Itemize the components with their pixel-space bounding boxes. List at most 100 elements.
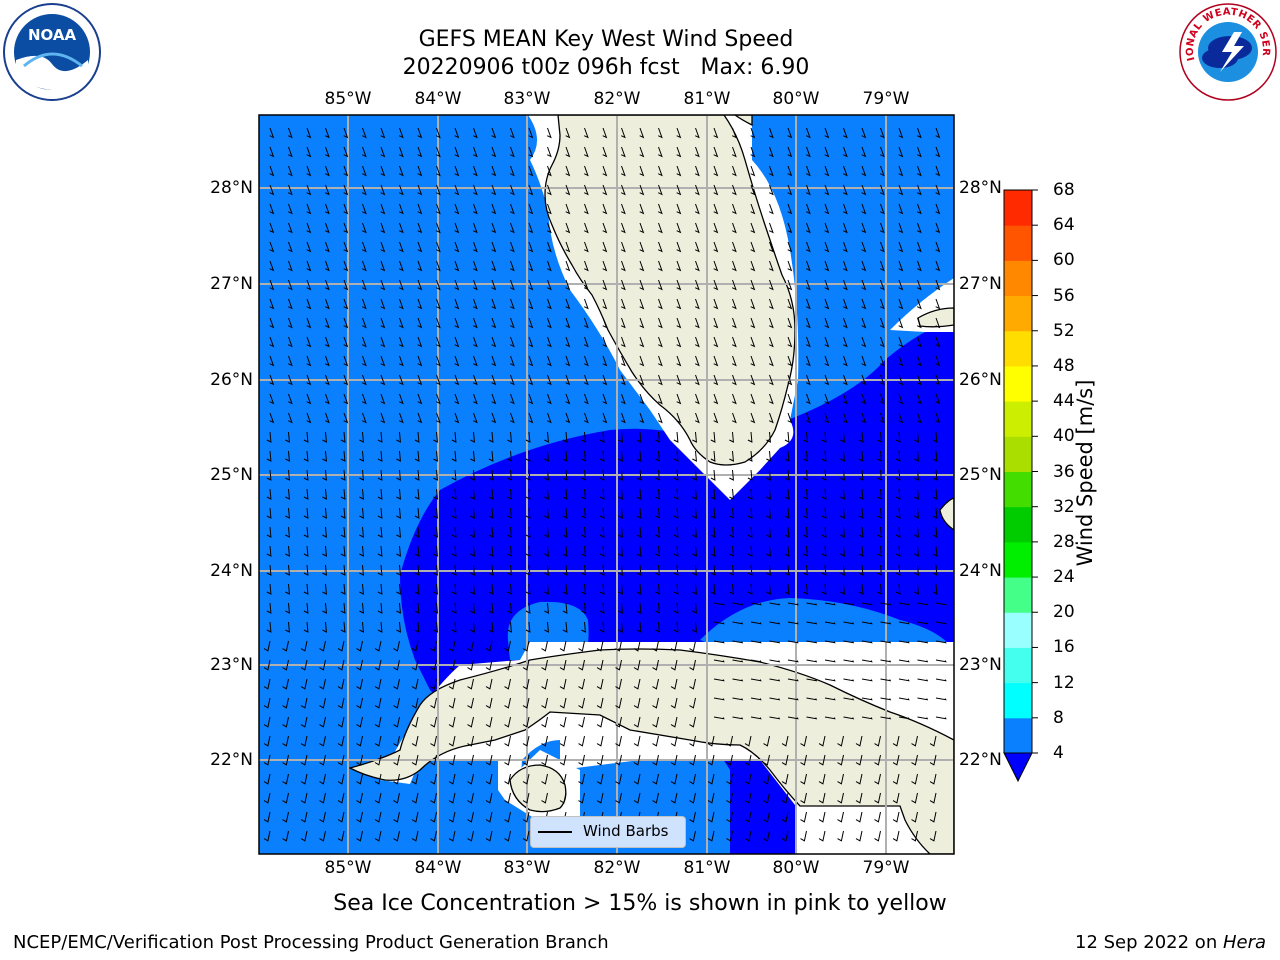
wind-barb <box>673 621 679 633</box>
wind-barb <box>546 184 552 196</box>
wind-barb <box>522 640 530 652</box>
wind-barb <box>824 298 830 310</box>
wind-barb <box>451 469 457 481</box>
wind-barb <box>602 222 608 234</box>
wind-barb <box>766 507 771 519</box>
wind-barb <box>528 260 534 272</box>
wind-barb <box>509 222 515 234</box>
wind-barb <box>620 241 626 253</box>
wind-barb <box>451 488 457 500</box>
wind-barb <box>507 507 512 519</box>
wind-barb <box>583 203 589 215</box>
wind-barb <box>544 507 549 519</box>
wind-barb <box>892 735 900 747</box>
wind-barb <box>565 393 571 405</box>
colorbar-tick-label: 4 <box>1053 743 1064 763</box>
wind-barb <box>800 792 807 804</box>
wind-barb <box>747 564 753 576</box>
wind-barb <box>451 431 457 443</box>
wind-barb <box>929 792 937 804</box>
wind-barb <box>747 488 753 500</box>
wind-barb <box>676 127 682 139</box>
wind-barb <box>805 355 811 367</box>
wind-barb <box>565 317 571 329</box>
wind-barb <box>581 469 586 481</box>
wind-barb <box>895 583 901 595</box>
wind-barb <box>433 526 438 538</box>
colorbar-tick-label: 32 <box>1053 496 1075 517</box>
wind-barb <box>824 317 830 329</box>
wind-barb <box>676 222 682 234</box>
wind-barb <box>713 260 719 272</box>
wind-barb <box>525 526 531 538</box>
wind-barb <box>559 773 567 785</box>
wind-barb <box>306 355 312 367</box>
wind-barb <box>343 279 349 291</box>
wind-barb <box>485 735 493 747</box>
wind-barb <box>303 602 309 614</box>
wind-barb <box>324 165 330 177</box>
wind-barb <box>356 697 363 709</box>
wind-barb <box>805 298 811 310</box>
wind-barb <box>414 507 420 519</box>
wind-barb <box>470 431 475 443</box>
wind-barb <box>528 203 534 215</box>
wind-barb <box>300 754 308 766</box>
wind-barb <box>787 640 799 644</box>
wind-barb <box>750 279 756 291</box>
wind-barb <box>282 735 289 747</box>
wind-barb <box>729 583 734 595</box>
wind-barb <box>578 754 585 766</box>
wind-barb <box>633 754 641 766</box>
wind-barb <box>916 374 922 386</box>
wind-barb <box>652 678 659 690</box>
wind-barb <box>263 811 271 823</box>
wind-barb <box>467 811 474 823</box>
wind-barb <box>324 260 330 272</box>
wind-barb <box>583 298 589 310</box>
colorbar-extend-min <box>1003 752 1033 783</box>
wind-barb <box>504 792 511 804</box>
wind-barb <box>269 241 275 253</box>
wind-barb <box>766 450 771 462</box>
wind-barb <box>361 336 367 348</box>
wind-barb <box>504 640 511 652</box>
wind-barb <box>525 431 531 443</box>
wind-barb <box>411 830 419 842</box>
wind-barb <box>454 146 460 158</box>
wind-barb <box>578 773 585 785</box>
wind-barb <box>655 621 660 633</box>
wind-barb <box>750 678 762 682</box>
wind-barb <box>766 564 771 576</box>
wind-barb <box>787 716 799 720</box>
wind-barb <box>562 583 568 595</box>
wind-barb <box>898 184 904 196</box>
colorbar-segment <box>1004 577 1032 613</box>
wind-barb <box>562 469 568 481</box>
wind-barb <box>787 678 799 682</box>
wind-barb <box>435 127 441 139</box>
wind-barb <box>393 640 400 652</box>
nws-logo: NATIONAL WEATHER SERVICE <box>1178 2 1277 101</box>
wind-barb <box>414 488 420 500</box>
wind-barb <box>636 469 642 481</box>
wind-barb <box>578 792 585 804</box>
wind-barb <box>430 659 437 671</box>
wind-barb <box>824 241 830 253</box>
wind-barb <box>541 735 548 747</box>
wind-barb <box>337 735 345 747</box>
wind-barb <box>731 203 737 215</box>
wind-barb <box>787 127 793 139</box>
wind-barb <box>787 203 793 215</box>
wind-barb <box>528 222 534 234</box>
wind-barb <box>763 754 770 766</box>
wind-barb <box>319 754 326 766</box>
wind-barb <box>454 317 460 329</box>
wind-barb <box>750 412 756 424</box>
wind-barb <box>559 735 567 747</box>
wind-barb <box>935 374 941 386</box>
wind-barb <box>528 355 534 367</box>
florida-northeast-coast <box>733 115 753 127</box>
wind-barb <box>750 184 756 196</box>
wind-barb <box>692 431 697 443</box>
